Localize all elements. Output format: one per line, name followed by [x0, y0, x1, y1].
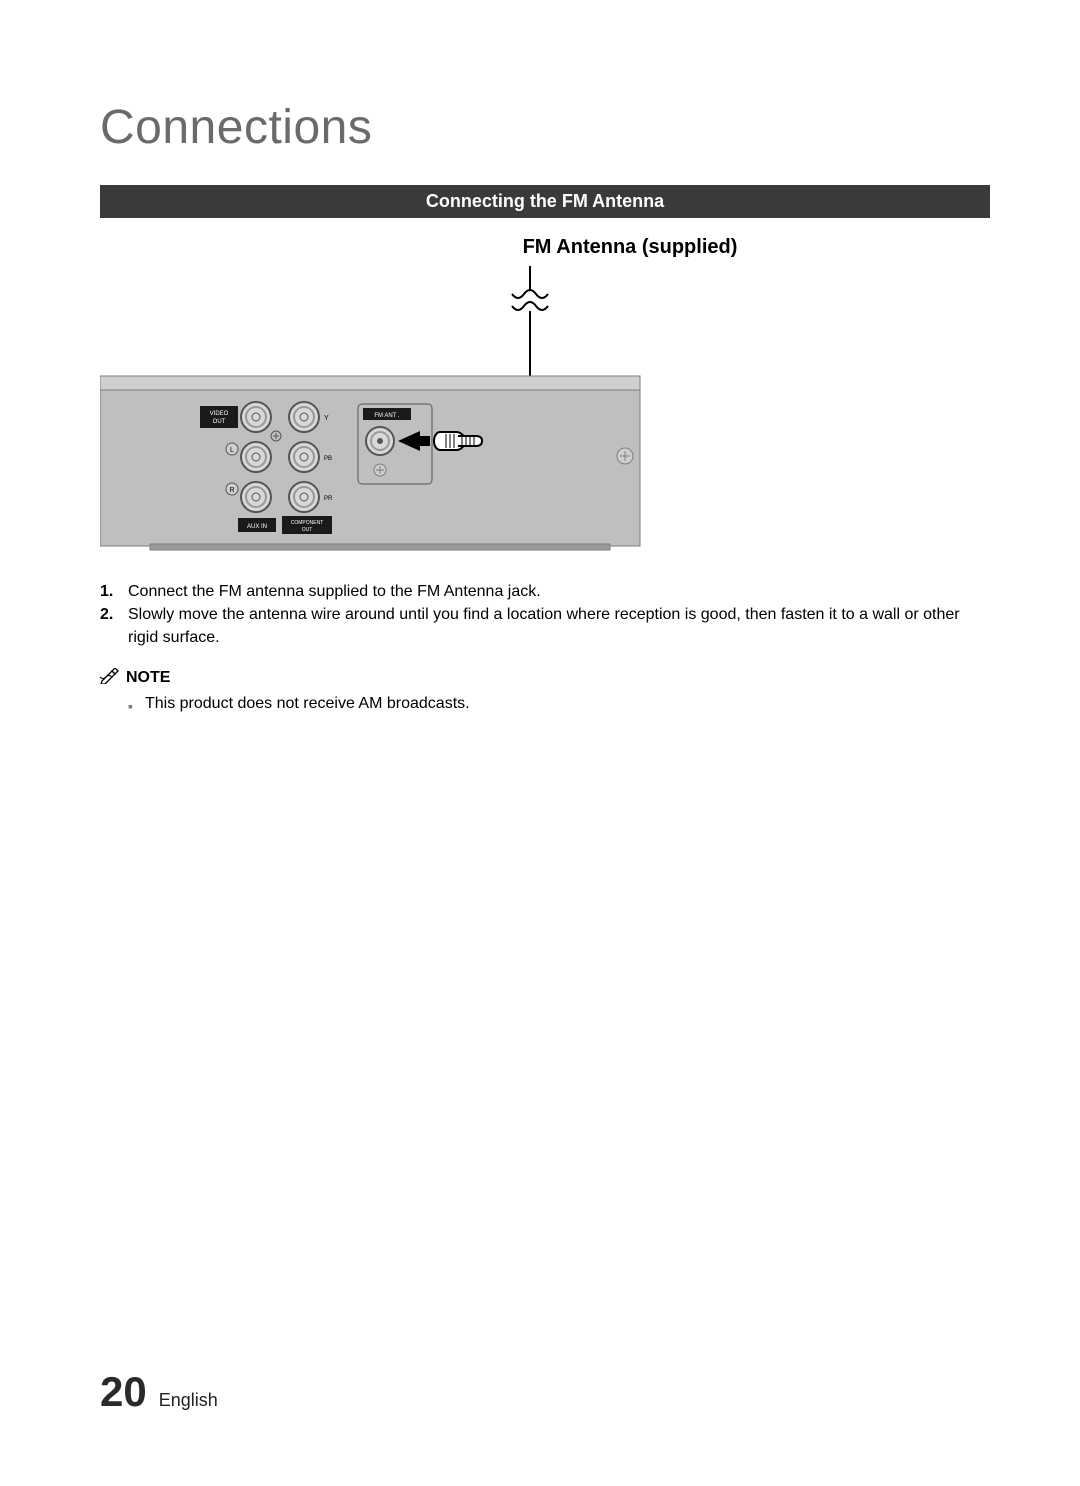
bullet-icon: ▪: [128, 695, 133, 717]
step-number: 1.: [100, 580, 128, 603]
video-out-badge: VIDEO OUT: [200, 406, 238, 428]
page-number: 20: [100, 1368, 147, 1416]
steps-list: 1. Connect the FM antenna supplied to th…: [100, 580, 990, 650]
chapter-title: Connections: [100, 100, 990, 155]
svg-text:PR: PR: [324, 496, 333, 502]
page-footer: 20 English: [100, 1368, 218, 1416]
fm-ant-text: FM ANT .: [374, 413, 400, 419]
video-out-text: VIDEO: [210, 411, 229, 417]
note-pencil-icon: [100, 668, 120, 689]
step-item: 1. Connect the FM antenna supplied to th…: [100, 580, 990, 603]
note-label: NOTE: [126, 669, 170, 687]
svg-text:PB: PB: [324, 456, 332, 462]
svg-text:AUX IN: AUX IN: [247, 524, 267, 530]
page-language: English: [159, 1390, 218, 1411]
rear-panel-svg: VIDEO OUT L: [100, 236, 990, 556]
section-title-bar: Connecting the FM Antenna: [100, 185, 990, 218]
step-text: Connect the FM antenna supplied to the F…: [128, 580, 990, 603]
svg-text:L: L: [230, 447, 234, 454]
svg-text:OUT: OUT: [302, 527, 313, 533]
fm-antenna-diagram: FM Antenna (supplied): [100, 236, 990, 556]
step-number: 2.: [100, 603, 128, 649]
svg-text:OUT: OUT: [213, 419, 226, 425]
step-item: 2. Slowly move the antenna wire around u…: [100, 603, 990, 649]
svg-text:R: R: [229, 487, 234, 494]
aux-in-badge: AUX IN: [238, 518, 276, 532]
svg-text:COMPONENT: COMPONENT: [291, 520, 324, 526]
step-text: Slowly move the antenna wire around unti…: [128, 603, 990, 649]
note-text: This product does not receive AM broadca…: [145, 695, 470, 717]
note-item: ▪ This product does not receive AM broad…: [128, 695, 990, 717]
svg-text:Y: Y: [324, 415, 329, 422]
jack-video-out: [241, 402, 271, 432]
component-out-badge: COMPONENT OUT: [282, 516, 332, 534]
note-block: NOTE ▪ This product does not receive AM …: [100, 668, 990, 717]
